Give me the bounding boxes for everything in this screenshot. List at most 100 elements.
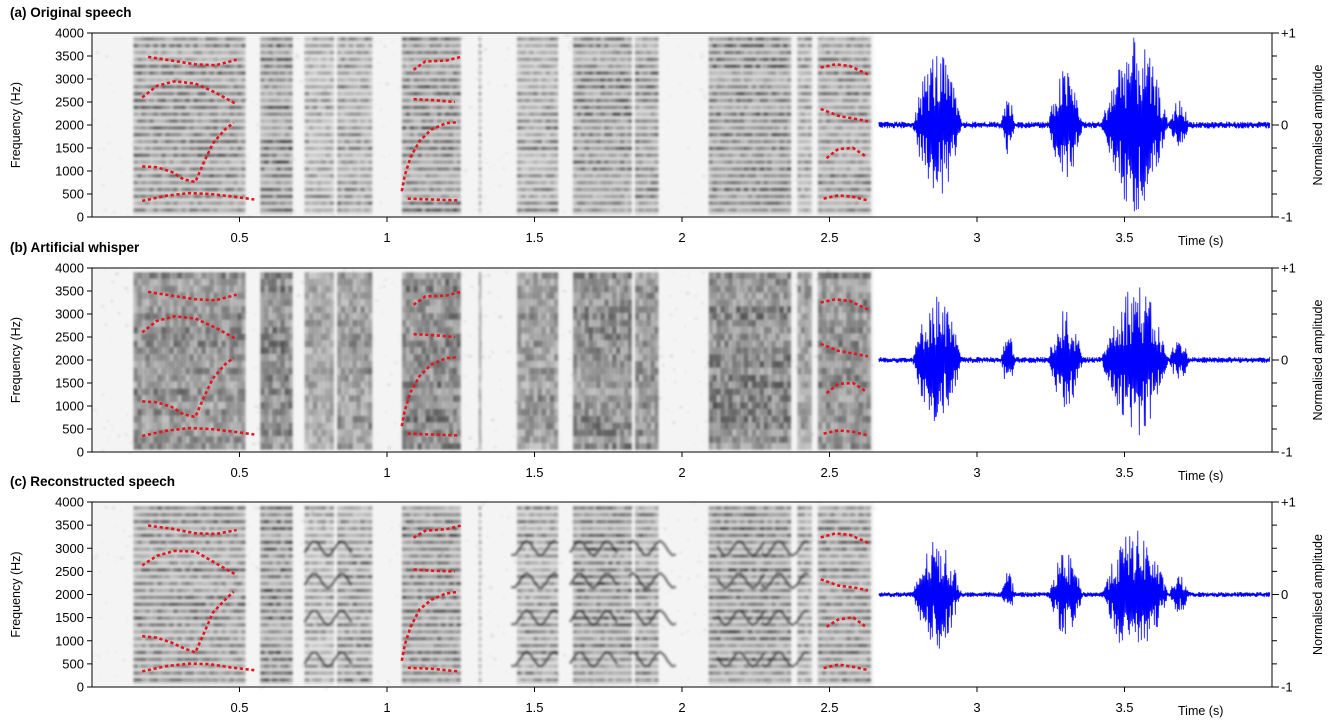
waveform-trace xyxy=(878,287,1271,436)
spectrogram-segment xyxy=(336,37,373,215)
y-axis-right: -1 0 +1 Normalised amplitude xyxy=(1272,26,1325,225)
x-tick-label: 2 xyxy=(678,700,685,715)
y-tick-label: 2000 xyxy=(55,587,84,602)
formant-track xyxy=(820,62,869,76)
spectrogram-segment xyxy=(797,37,813,215)
x-tick-label: 3 xyxy=(973,230,980,245)
y-tick-label: 2500 xyxy=(55,95,84,110)
spectrogram-segment xyxy=(401,272,462,450)
formant-track xyxy=(825,146,866,160)
formant-track xyxy=(412,524,462,539)
formant-tracks xyxy=(141,290,869,438)
y-right-tick-label: +1 xyxy=(1281,495,1296,510)
x-axis-label: Time (s) xyxy=(1178,234,1223,248)
y-tick-label: 1000 xyxy=(55,633,84,648)
formant-track xyxy=(413,97,456,104)
spectrogram-segment xyxy=(478,37,482,215)
y-tick-label: 500 xyxy=(62,422,84,437)
y-tick-label: 1500 xyxy=(55,141,84,156)
spectrogram-segment xyxy=(516,272,559,450)
formant-track xyxy=(141,426,255,438)
formant-track xyxy=(141,662,255,673)
x-tick-label: 1.5 xyxy=(525,465,543,480)
spectrogram-segment xyxy=(478,506,482,685)
y-tick-label: 1000 xyxy=(55,399,84,414)
y-right-tick-label: 0 xyxy=(1281,587,1288,602)
y-right-axis-label: Normalised amplitude xyxy=(1311,300,1325,421)
x-tick-label: 3.5 xyxy=(1115,465,1133,480)
x-tick-label: 2 xyxy=(678,465,685,480)
formant-tracks xyxy=(141,524,869,673)
x-tick-label: 0.5 xyxy=(230,700,248,715)
y-tick-label: 500 xyxy=(62,187,84,202)
y-tick-label: 3500 xyxy=(55,518,84,533)
x-tick-label: 3 xyxy=(973,465,980,480)
y-tick-label: 0 xyxy=(77,210,84,225)
spectrogram-segment xyxy=(304,37,335,215)
formant-track xyxy=(413,568,455,573)
formant-track xyxy=(823,429,869,437)
y-tick-label: 1000 xyxy=(55,164,84,179)
spectrogram-segment xyxy=(708,37,792,215)
spectrogram-segment xyxy=(260,506,293,685)
x-axis: 0.5 1 1.5 2 2.5 3 3.5 Time (s) xyxy=(230,217,1223,248)
y-right-tick-label: +1 xyxy=(1281,261,1296,276)
y-tick-label: 3000 xyxy=(55,307,84,322)
formant-track xyxy=(400,590,458,662)
formant-tracks xyxy=(141,55,869,203)
spectrogram-segment xyxy=(133,37,246,215)
spectrogram xyxy=(92,268,875,455)
x-tick-label: 3.5 xyxy=(1115,700,1133,715)
formant-track xyxy=(413,332,456,339)
spectrogram xyxy=(92,502,876,690)
y-tick-label: 3500 xyxy=(55,284,84,299)
panel-1: (a) Original speech 0 500 1000 1500 2000 2500 3… xyxy=(9,5,1325,248)
x-tick-label: 1.5 xyxy=(525,700,543,715)
y-axis-right: -1 0 +1 Normalised amplitude xyxy=(1272,495,1325,695)
y-axis-right: -1 0 +1 Normalised amplitude xyxy=(1272,261,1325,460)
x-tick-label: 2.5 xyxy=(820,465,838,480)
y-axis-label: Frequency (Hz) xyxy=(9,82,23,168)
spectrogram-segment xyxy=(516,506,559,685)
spectrogram-segment xyxy=(708,272,792,450)
x-tick-label: 1.5 xyxy=(525,230,543,245)
formant-track xyxy=(142,590,235,655)
x-tick-label: 2.5 xyxy=(820,230,838,245)
formant-track xyxy=(141,549,238,577)
y-tick-label: 2000 xyxy=(55,118,84,133)
formant-track xyxy=(407,432,458,437)
y-tick-label: 0 xyxy=(77,445,84,460)
spectrogram-segment xyxy=(708,506,792,685)
formant-track xyxy=(823,663,869,672)
spectrogram-segment xyxy=(304,272,335,450)
y-axis-label: Frequency (Hz) xyxy=(9,317,23,403)
x-tick-label: 2.5 xyxy=(820,700,838,715)
x-axis: 0.5 1 1.5 2 2.5 3 3.5 Time (s) xyxy=(230,687,1223,718)
formant-track xyxy=(820,342,869,358)
spectrogram-segment xyxy=(817,506,872,685)
spectrogram-segment xyxy=(133,272,246,450)
formant-track xyxy=(141,191,255,203)
y-tick-label: 0 xyxy=(77,680,84,695)
spectrogram-segment xyxy=(817,272,872,450)
y-tick-label: 2500 xyxy=(55,564,84,579)
y-right-tick-label: -1 xyxy=(1281,210,1293,225)
y-right-tick-label: -1 xyxy=(1281,680,1293,695)
x-tick-label: 2 xyxy=(678,230,685,245)
formant-track xyxy=(820,532,869,544)
spectrogram-segment xyxy=(572,272,633,450)
formant-track xyxy=(142,356,235,419)
formant-track xyxy=(141,314,238,341)
spectrogram-segment xyxy=(401,506,462,685)
formant-track xyxy=(820,107,869,123)
x-tick-label: 1 xyxy=(383,465,390,480)
formant-track xyxy=(820,297,869,311)
formant-track xyxy=(147,55,237,67)
formant-track xyxy=(400,120,458,192)
y-right-tick-label: 0 xyxy=(1281,118,1288,133)
y-tick-label: 1500 xyxy=(55,376,84,391)
spectrogram-segment xyxy=(401,37,462,215)
y-right-axis-label: Normalised amplitude xyxy=(1311,65,1325,186)
panel-3: (c) Reconstructed speech 0 500 1000 1500 2000… xyxy=(9,474,1325,718)
